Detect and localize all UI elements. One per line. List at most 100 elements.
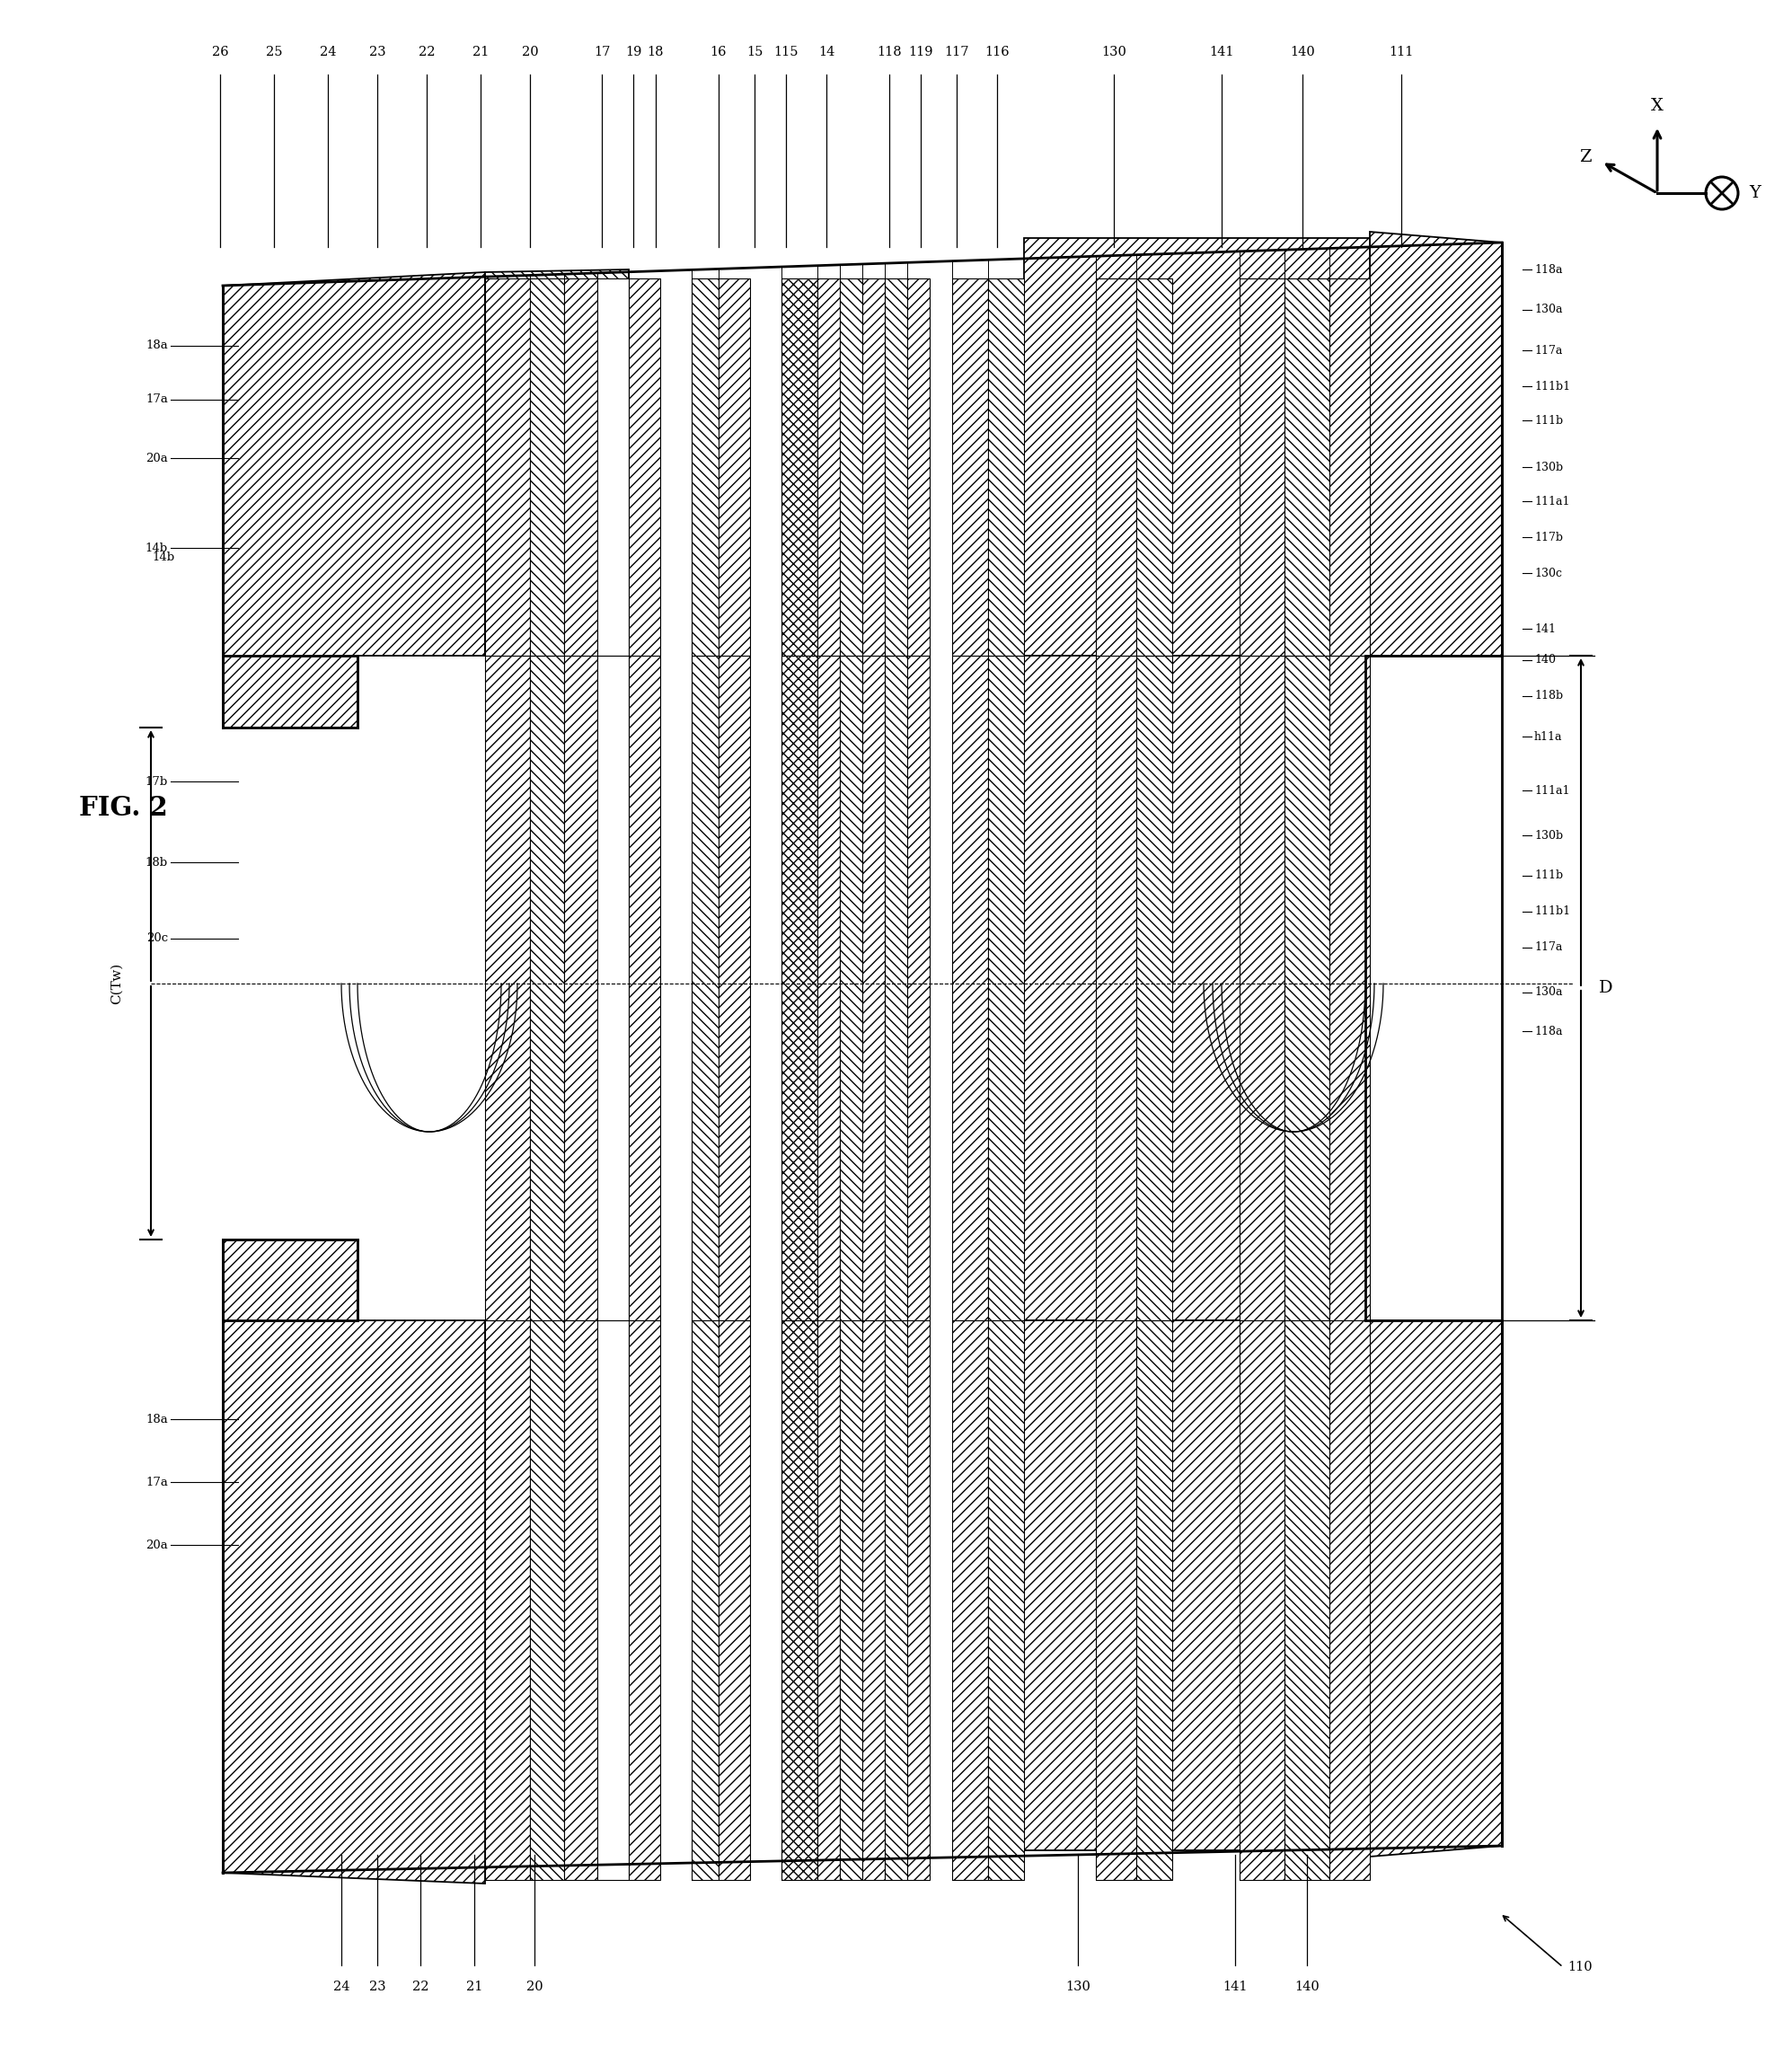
Text: 17b: 17b	[145, 775, 168, 787]
Polygon shape	[987, 278, 1023, 656]
Text: 22: 22	[418, 45, 435, 58]
Text: 17a: 17a	[145, 1476, 168, 1489]
Polygon shape	[817, 656, 840, 1320]
Polygon shape	[1285, 1320, 1330, 1879]
Polygon shape	[1240, 278, 1285, 656]
Polygon shape	[222, 1240, 486, 1883]
Text: 111b: 111b	[1534, 870, 1563, 882]
Text: Y: Y	[1749, 185, 1760, 201]
Text: 111: 111	[1389, 45, 1414, 58]
Text: 20a: 20a	[145, 1540, 168, 1550]
Polygon shape	[1023, 656, 1369, 1320]
Polygon shape	[817, 1320, 840, 1879]
Polygon shape	[862, 656, 885, 1320]
Polygon shape	[862, 1320, 885, 1879]
Text: 141: 141	[1534, 623, 1555, 635]
Polygon shape	[987, 1320, 1023, 1879]
Text: FIG. 2: FIG. 2	[79, 796, 168, 822]
Text: 18b: 18b	[145, 857, 168, 868]
Text: 140: 140	[1534, 654, 1555, 666]
Polygon shape	[952, 656, 987, 1320]
Polygon shape	[222, 271, 486, 728]
Text: 117b: 117b	[1534, 530, 1563, 543]
Polygon shape	[1240, 1320, 1285, 1879]
Polygon shape	[885, 1320, 907, 1879]
Text: 20: 20	[521, 45, 538, 58]
Polygon shape	[564, 1320, 597, 1879]
Text: 18a: 18a	[145, 339, 168, 352]
Text: 130a: 130a	[1534, 987, 1563, 999]
Text: 19: 19	[625, 45, 642, 58]
Polygon shape	[817, 278, 840, 656]
Text: Z: Z	[1579, 150, 1591, 164]
Polygon shape	[1097, 1320, 1136, 1879]
Text: 130b: 130b	[1534, 461, 1563, 473]
Polygon shape	[1330, 656, 1369, 1320]
Polygon shape	[781, 656, 817, 1320]
Text: 130: 130	[1102, 45, 1127, 58]
Polygon shape	[564, 278, 597, 656]
Text: 116: 116	[984, 45, 1009, 58]
Text: 14b: 14b	[145, 543, 168, 553]
Text: 25: 25	[265, 45, 283, 58]
Text: 119: 119	[909, 45, 934, 58]
Polygon shape	[1369, 1320, 1502, 1857]
Text: 110: 110	[1568, 1961, 1593, 1974]
Polygon shape	[862, 278, 885, 656]
Text: 23: 23	[369, 1980, 385, 1992]
Text: 130a: 130a	[1534, 304, 1563, 317]
Polygon shape	[719, 656, 751, 1320]
Text: 18: 18	[647, 45, 665, 58]
Polygon shape	[486, 269, 629, 656]
Polygon shape	[840, 656, 862, 1320]
Polygon shape	[692, 1320, 719, 1879]
Text: 17a: 17a	[145, 395, 168, 405]
Text: 118: 118	[876, 45, 901, 58]
Polygon shape	[530, 656, 564, 1320]
Polygon shape	[597, 1320, 629, 1879]
Text: X: X	[1650, 99, 1663, 113]
Polygon shape	[907, 278, 930, 656]
Text: 130: 130	[1066, 1980, 1090, 1992]
Text: 23: 23	[369, 45, 385, 58]
Polygon shape	[840, 1320, 862, 1879]
Text: 111a1: 111a1	[1534, 495, 1570, 508]
Text: 20a: 20a	[145, 452, 168, 465]
Text: 117a: 117a	[1534, 345, 1563, 356]
Polygon shape	[692, 278, 719, 656]
Polygon shape	[629, 1320, 659, 1879]
Polygon shape	[781, 1320, 817, 1879]
Text: 111b1: 111b1	[1534, 380, 1570, 393]
Polygon shape	[1023, 1320, 1369, 1850]
Polygon shape	[719, 278, 751, 656]
Polygon shape	[1285, 278, 1330, 656]
Text: 20c: 20c	[147, 933, 168, 944]
Text: 117: 117	[944, 45, 969, 58]
Polygon shape	[1285, 656, 1330, 1320]
Polygon shape	[1330, 278, 1369, 656]
Text: 21: 21	[466, 1980, 482, 1992]
Text: 16: 16	[710, 45, 728, 58]
Text: 18a: 18a	[145, 1412, 168, 1425]
Text: 111b: 111b	[1534, 415, 1563, 426]
Text: 118a: 118a	[1534, 263, 1563, 276]
Polygon shape	[1136, 278, 1172, 656]
Text: 111b1: 111b1	[1534, 907, 1570, 917]
Text: 140: 140	[1294, 1980, 1319, 1992]
Polygon shape	[907, 1320, 930, 1879]
Polygon shape	[952, 1320, 987, 1879]
Text: 111a1: 111a1	[1534, 785, 1570, 796]
Text: 115: 115	[774, 45, 797, 58]
Text: 14b: 14b	[152, 551, 176, 563]
Text: 24: 24	[319, 45, 337, 58]
Polygon shape	[1330, 1320, 1369, 1879]
Polygon shape	[840, 278, 862, 656]
Text: 118a: 118a	[1534, 1026, 1563, 1036]
Text: 20: 20	[527, 1980, 543, 1992]
Polygon shape	[530, 1320, 564, 1879]
Polygon shape	[952, 278, 987, 656]
Polygon shape	[692, 656, 719, 1320]
Text: 141: 141	[1210, 45, 1235, 58]
Text: 14: 14	[819, 45, 835, 58]
Polygon shape	[564, 656, 597, 1320]
